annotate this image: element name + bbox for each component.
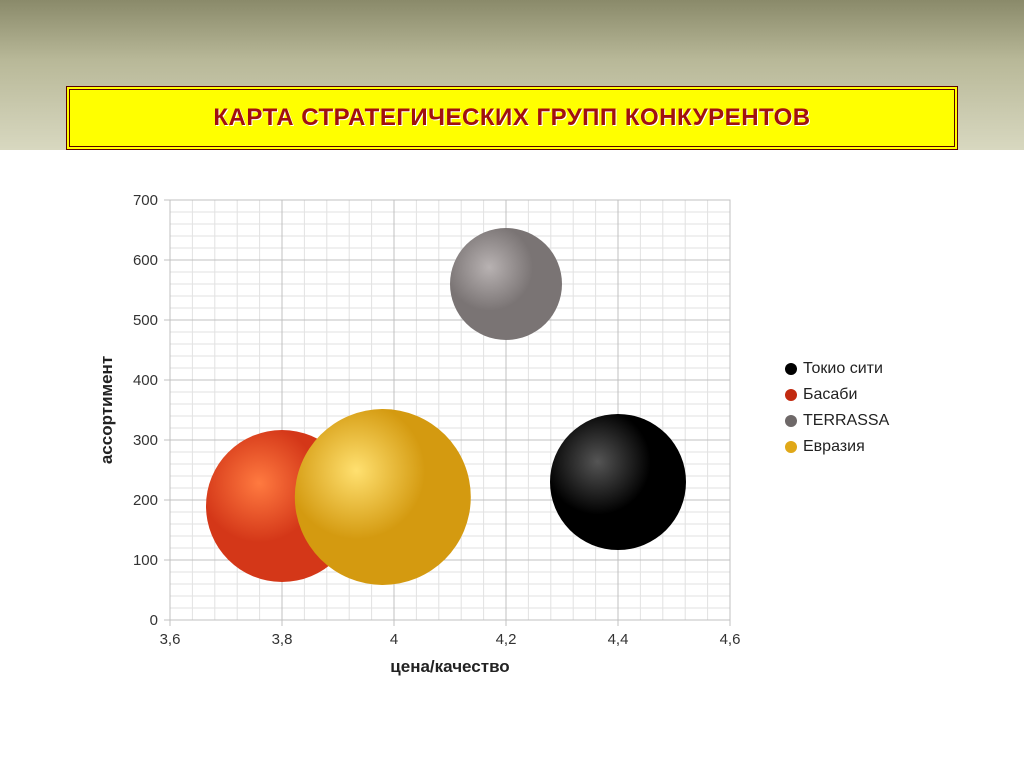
legend-label: Токио сити	[803, 360, 883, 378]
bubble-chart: 3,6 3,8 4 4,2 4,4 4,6 0 100 200 300 400 500 600 700 це…	[90, 190, 950, 710]
legend-marker-icon	[785, 389, 797, 401]
title-box: КАРТА СТРАТЕГИЧЕСКИХ ГРУПП КОНКУРЕНТОВ	[66, 86, 958, 150]
x-tick-label: 4	[390, 631, 398, 648]
legend-marker-icon	[785, 415, 797, 427]
bubble-terrassa	[450, 228, 562, 340]
y-tick-label: 100	[133, 552, 158, 569]
legend-label: Басаби	[803, 386, 857, 404]
x-axis-title: цена/качество	[390, 657, 509, 676]
chart-legend: Токио сити Басаби TERRASSA Евразия	[785, 360, 889, 464]
y-axis-title: ассортимент	[97, 356, 116, 464]
bubble-токио-сити	[550, 414, 686, 550]
y-tick-label: 400	[133, 372, 158, 389]
x-tick-label: 3,6	[160, 631, 181, 648]
y-tick-label: 0	[150, 612, 158, 629]
x-tick-label: 4,2	[496, 631, 517, 648]
bubble-евразия	[295, 409, 471, 585]
legend-item: Басаби	[785, 386, 889, 404]
y-tick-label: 500	[133, 312, 158, 329]
x-tick-label: 4,6	[720, 631, 741, 648]
legend-marker-icon	[785, 363, 797, 375]
title-text: КАРТА СТРАТЕГИЧЕСКИХ ГРУПП КОНКУРЕНТОВ	[213, 104, 810, 132]
y-tick-label: 200	[133, 492, 158, 509]
legend-marker-icon	[785, 441, 797, 453]
x-tick-label: 3,8	[272, 631, 293, 648]
x-tick-label: 4,4	[608, 631, 629, 648]
legend-item: TERRASSA	[785, 412, 889, 430]
y-tick-label: 600	[133, 252, 158, 269]
legend-item: Токио сити	[785, 360, 889, 378]
y-tick-label: 300	[133, 432, 158, 449]
legend-label: TERRASSA	[803, 412, 889, 430]
legend-item: Евразия	[785, 438, 889, 456]
y-tick-label: 700	[133, 192, 158, 209]
legend-label: Евразия	[803, 438, 865, 456]
